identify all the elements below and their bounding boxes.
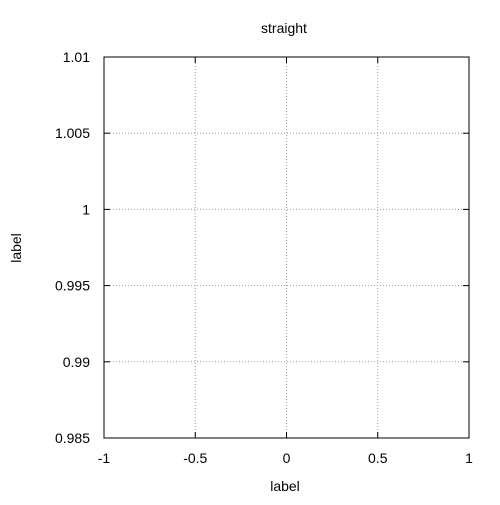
x-tick-label: 0.5 [368, 450, 388, 466]
grid-lines [104, 57, 469, 438]
chart-title: straight [261, 20, 307, 36]
y-tick-label: 1.005 [55, 125, 90, 141]
x-tick-label: -1 [98, 450, 111, 466]
y-tick-label: 1 [82, 201, 90, 217]
x-tick-label: 0 [283, 450, 291, 466]
y-tick-label: 0.99 [63, 354, 90, 370]
y-axis-label: label [8, 233, 24, 263]
x-tick-label: 1 [465, 450, 473, 466]
x-tick-label: -0.5 [183, 450, 207, 466]
y-tick-label: 0.995 [55, 278, 90, 294]
y-tick-labels: 0.985 0.99 0.995 1 1.005 1.01 [55, 49, 90, 446]
y-tick-label: 1.01 [63, 49, 90, 65]
x-axis-label: label [270, 478, 300, 494]
x-tick-labels: -1 -0.5 0 0.5 1 [98, 450, 473, 466]
axis-ticks [103, 56, 470, 439]
y-tick-label: 0.985 [55, 430, 90, 446]
